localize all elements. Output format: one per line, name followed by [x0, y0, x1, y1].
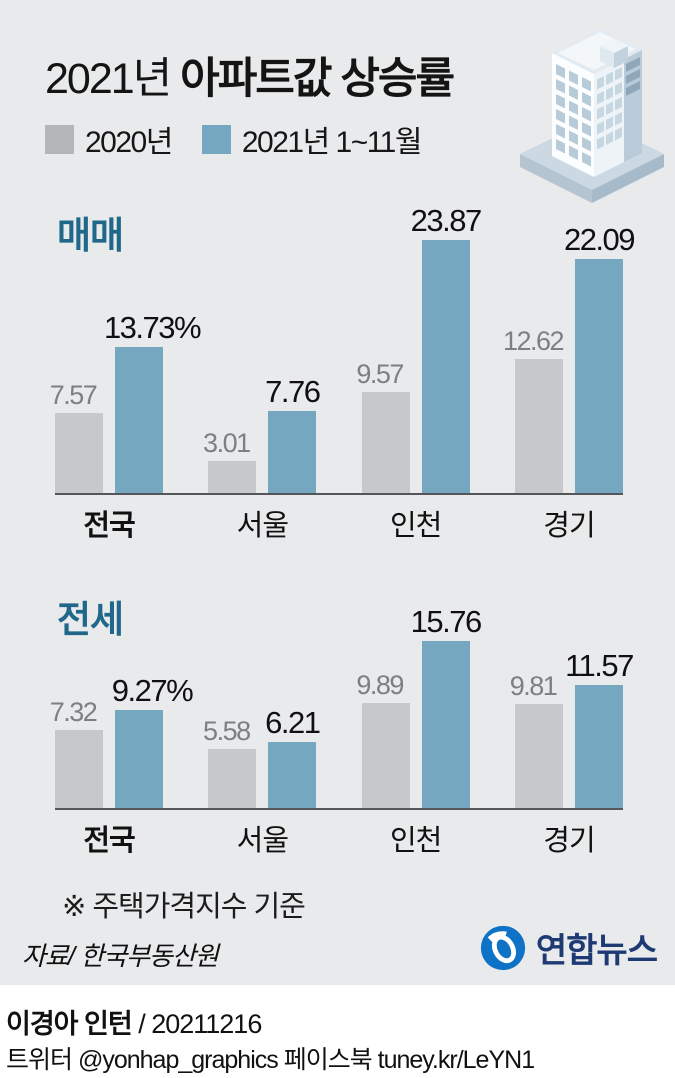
- yonhap-logo-text: 연합뉴스: [535, 931, 658, 970]
- footnote: ※ 주택가격지수 기준: [62, 891, 306, 923]
- bar-2020: [208, 749, 257, 808]
- bar-column: 5.58: [203, 718, 257, 808]
- credits-strip: 이경아 인턴 / 20211216 트위터 @yonhap_graphics 페…: [0, 985, 675, 1078]
- bar-column: 15.76: [411, 606, 482, 808]
- bar-2020: [514, 359, 563, 493]
- bar-value-label: 6.21: [265, 705, 321, 740]
- section-heading-sale: 매매: [57, 215, 124, 256]
- source-credit: 자료/ 한국부동산원: [22, 941, 219, 971]
- bar-value-label: 22.09: [563, 222, 636, 257]
- bar-column: 7.32: [50, 699, 103, 808]
- bar-value-label: 11.57: [565, 648, 634, 683]
- bar-value-label: 13.73%: [103, 310, 202, 345]
- bar-value-label: 12.62: [502, 326, 565, 356]
- title-main: 아파트값 상승률: [180, 55, 455, 103]
- bar-column: 9.81: [510, 673, 563, 808]
- bar-2020: [361, 392, 410, 493]
- bar-value-label: 7.57: [49, 380, 98, 410]
- bar-group: 9.89 15.76: [356, 606, 482, 808]
- apartment-building-icon: [520, 29, 664, 203]
- bar-column: 9.57: [356, 361, 410, 493]
- category-label: 인천: [389, 825, 442, 857]
- bar-column: 3.01: [203, 430, 257, 493]
- bar-2020: [208, 461, 257, 493]
- category-label: 경기: [543, 825, 595, 857]
- author-credit: 이경아 인턴 / 20211216: [6, 1002, 262, 1041]
- bar-2021: [574, 259, 623, 493]
- bar-2020: [55, 730, 103, 808]
- bar-2020: [361, 703, 410, 808]
- bar-column: 9.89: [356, 672, 410, 808]
- bar-column: 22.09: [564, 224, 636, 493]
- social-links: 트위터 @yonhap_graphics 페이스북 tuney.kr/LeYN1: [6, 1046, 535, 1074]
- yonhap-logo: 연합뉴스: [478, 922, 658, 972]
- legend-label-2020: 2020년: [85, 126, 173, 159]
- chart-card-background: 2021년 아파트값 상승률 2020년 2021년 1~11월: [0, 0, 675, 985]
- bar-column: 11.57: [565, 650, 634, 808]
- bar-column: 9.27%: [112, 675, 194, 808]
- category-label: 서울: [236, 825, 289, 857]
- bar-value-label: 7.76: [265, 374, 321, 409]
- bar-value-label: 3.01: [203, 428, 251, 458]
- bar-2021: [421, 240, 470, 493]
- bar-group: 3.01 7.76: [203, 374, 321, 493]
- bar-2021: [421, 641, 470, 808]
- yonhap-logo-icon: [480, 925, 525, 971]
- chart-sale: 7.57 13.73% 3.01 7.76 9.57 23.87 12.62 22.09 전국…: [50, 204, 636, 544]
- bar-value-label: 7.32: [49, 697, 98, 727]
- page-title: 2021년 아파트값 상승률: [45, 44, 455, 106]
- bar-value-label: 9.81: [509, 671, 558, 701]
- bar-2021: [115, 710, 163, 808]
- bar-2021: [268, 411, 317, 493]
- legend-label-2021: 2021년 1~11월: [241, 126, 423, 159]
- bar-value-label: 15.76: [410, 604, 483, 639]
- section-heading-jeonse: 전세: [57, 599, 124, 640]
- category-label: 서울: [236, 510, 289, 542]
- bar-value-label: 23.87: [410, 203, 483, 238]
- legend-swatch-2021: [201, 124, 231, 154]
- bar-group: 5.58 6.21: [203, 705, 321, 808]
- title-year: 2021년: [45, 55, 181, 103]
- bar-2020: [55, 413, 103, 493]
- bar-column: 13.73%: [104, 312, 202, 493]
- categories: 전국 서울 인천 경기: [55, 817, 623, 859]
- bar-column: 7.57: [50, 382, 103, 493]
- bar-2020: [514, 704, 563, 808]
- legend: 2020년 2021년 1~11월: [45, 117, 423, 161]
- chart-jeonse: 7.32 9.27% 5.58 6.21 9.89 15.76 9.81 11.57 전국 서울…: [50, 605, 635, 859]
- bar-group: 7.57 13.73%: [50, 312, 202, 493]
- plot: 7.32 9.27% 5.58 6.21 9.89 15.76 9.81 11.57: [50, 605, 634, 810]
- bar-value-label: 9.27%: [111, 673, 194, 708]
- bar-group: 9.57 23.87: [356, 205, 482, 493]
- bar-group: 9.81 11.57: [510, 650, 634, 808]
- plot: 7.57 13.73% 3.01 7.76 9.57 23.87 12.62 22.09: [50, 204, 636, 495]
- category-label: 인천: [389, 510, 442, 542]
- legend-item-2020: 2020년: [45, 117, 173, 161]
- legend-swatch-2020: [45, 124, 74, 154]
- category-label: 전국: [83, 510, 135, 542]
- bar-value-label: 9.57: [356, 359, 404, 389]
- bar-2021: [574, 685, 623, 808]
- bar-column: 6.21: [265, 705, 321, 808]
- author-name: 이경아 인턴: [6, 1009, 133, 1039]
- legend-item-2021: 2021년 1~11월: [201, 117, 423, 161]
- bar-group: 12.62 22.09: [503, 224, 636, 493]
- category-label: 전국: [83, 825, 135, 857]
- credit-date: / 20211216: [131, 1009, 262, 1039]
- bar-value-label: 5.58: [203, 716, 251, 746]
- bar-value-label: 9.89: [356, 670, 404, 700]
- bar-2021: [268, 742, 317, 808]
- bar-column: 12.62: [503, 328, 565, 493]
- categories: 전국 서울 인천 경기: [55, 502, 623, 544]
- bar-2021: [115, 347, 163, 493]
- bar-group: 7.32 9.27%: [50, 675, 194, 808]
- category-label: 경기: [543, 510, 595, 542]
- bar-column: 7.76: [265, 374, 321, 493]
- bar-column: 23.87: [411, 205, 482, 493]
